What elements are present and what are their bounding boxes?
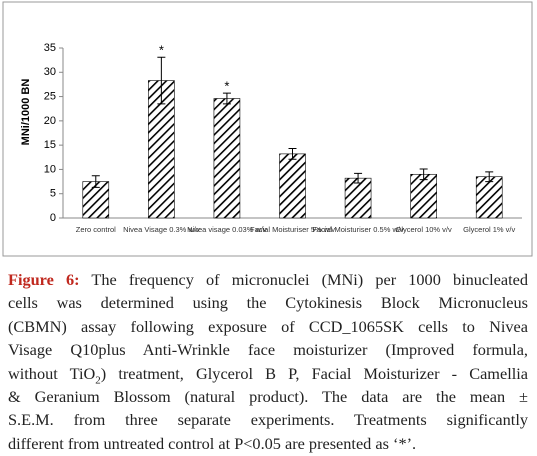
caption-text: S.E.M. from three separate experiments. … [8, 410, 528, 430]
caption-line: Figure 6: The frequency of micronuclei (… [8, 268, 528, 291]
caption-line: cells was determined using the Cytokines… [8, 291, 528, 314]
caption-text: ) treatment, Glycerol B P, Facial Moistu… [100, 363, 528, 383]
y-tick-label: 15 [44, 139, 56, 151]
y-tick-label: 20 [44, 115, 56, 127]
error-bar [91, 175, 100, 188]
bar [344, 177, 372, 219]
bar [213, 98, 241, 219]
x-tick-label: Glycerol 1% v/v [463, 225, 515, 234]
bar [475, 176, 503, 219]
error-bar [485, 171, 494, 183]
caption-line: S.E.M. from three separate experiments. … [8, 408, 528, 431]
y-tick-label: 0 [50, 212, 56, 224]
y-tick-label: 25 [44, 90, 56, 102]
caption-text: without TiO [8, 363, 96, 383]
error-bar [222, 92, 231, 105]
caption-line: different from untreated control at P<0.… [8, 432, 528, 455]
caption-text: (CBMN) assay following exposure of CCD_1… [8, 316, 528, 336]
bar [410, 173, 437, 219]
x-tick-label: Nivea Visage 0.3% w/v [123, 225, 200, 234]
x-tick-label: Facial Moisturiser 0.5% w/v [312, 225, 404, 234]
y-tick-label: 5 [50, 188, 56, 200]
error-bar [354, 172, 363, 184]
caption-line: & Geranium Blossom (natural product). Th… [8, 385, 528, 408]
caption-text: different from untreated control at P<0.… [8, 433, 417, 453]
significance-mark: * [159, 43, 164, 58]
error-bar [157, 56, 166, 105]
x-tick-label: Nivea visage 0.03% w/v [187, 225, 267, 234]
error-bar [419, 168, 428, 181]
caption-line: without TiO2) treatment, Glycerol B P, F… [8, 362, 528, 386]
error-bar [288, 148, 297, 160]
y-tick-label: 30 [44, 66, 56, 78]
x-tick-label: Glycerol 10% v/v [396, 225, 453, 234]
figure-caption: Figure 6: The frequency of micronuclei (… [8, 268, 528, 455]
chart: MNi/1000 BN 0 5 10 15 20 25 30 35 Zero control Ni… [2, 1, 533, 257]
caption-text: Visage Q10plus Anti-Wrinkle face moistur… [8, 340, 528, 360]
significance-mark: * [224, 79, 229, 94]
caption-line: Visage Q10plus Anti-Wrinkle face moistur… [8, 338, 528, 361]
bar [279, 153, 306, 219]
y-axis-label: MNi/1000 BN [20, 79, 32, 146]
chart-frame [2, 1, 533, 257]
x-tick-label: Facial Moisturiser 5% w/v [250, 225, 335, 234]
caption-text: & Geranium Blossom (natural product). Th… [8, 387, 528, 407]
x-tick-label: Zero control [76, 225, 116, 234]
subscript: 2 [95, 373, 101, 386]
figure-label: Figure 6: [8, 270, 80, 289]
y-tick-label: 10 [44, 163, 56, 175]
y-tick-label: 35 [44, 42, 56, 54]
caption-text: cells was determined using the Cytokines… [8, 293, 528, 313]
caption-line: (CBMN) assay following exposure of CCD_1… [8, 315, 528, 338]
caption-text: The frequency of micronuclei (MNi) per 1… [91, 270, 529, 289]
